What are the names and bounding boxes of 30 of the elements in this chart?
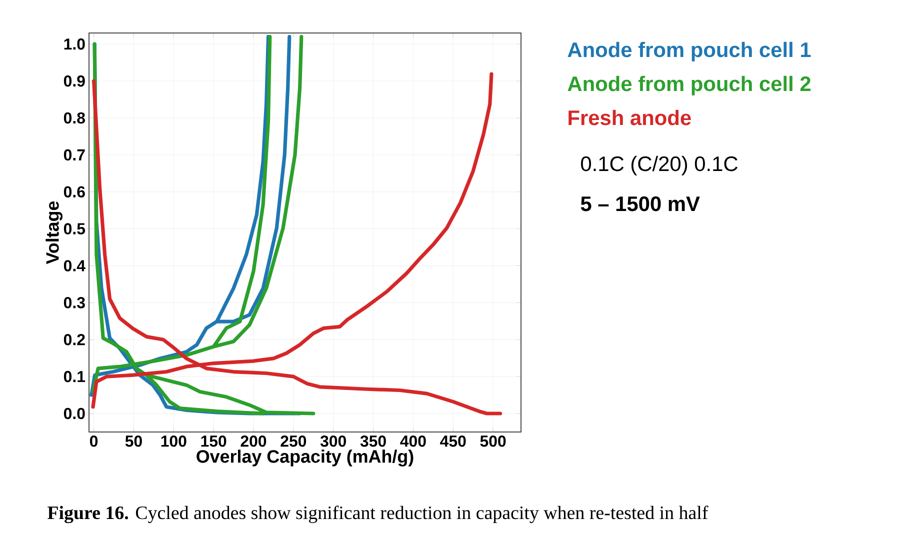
y-tick-label: 0.7 [64,149,85,161]
y-tick-label: 1.0 [64,38,85,50]
x-tick-label: 100 [161,436,186,447]
y-axis-title: Voltage [46,201,62,264]
x-tick-label: 50 [125,436,142,447]
y-tick-label: 0.3 [64,297,85,308]
text: Fresh anode [568,110,691,126]
y-tick-label: 0.1 [64,370,86,382]
y-tick-label: 0.6 [64,186,85,198]
text: Anode from pouch cell 1 [568,42,811,62]
text: Anode from pouch cell 2 [568,76,810,96]
y-tick-label: 0.2 [64,334,85,346]
x-tick-label: 350 [360,436,386,447]
y-tick-label: 0.4 [64,260,86,272]
y-tick-label: 0.5 [64,223,86,234]
y-tick-label: 0.9 [64,75,85,87]
x-tick-label: 400 [400,436,426,447]
x-tick-label: 450 [440,436,466,447]
x-tick-label: 500 [480,436,506,447]
text: Figure 16. Cycled anodes show significant reduction in capacity when re-tested in half [48,506,708,524]
y-tick-label: 0.0 [64,408,85,420]
x-axis-title: Overlay Capacity (mAh/g) [196,450,414,466]
text: 0.1C (C/20) 0.1C [581,156,738,176]
x-tick-label: 300 [320,436,346,447]
x-tick-label: 150 [201,436,226,447]
y-tick-label: 0.8 [64,112,85,124]
text: 5 – 1500 mV [580,196,700,212]
x-tick-label: 200 [240,436,266,447]
x-tick-label: 0 [90,436,98,447]
x-tick-label: 250 [280,436,306,447]
